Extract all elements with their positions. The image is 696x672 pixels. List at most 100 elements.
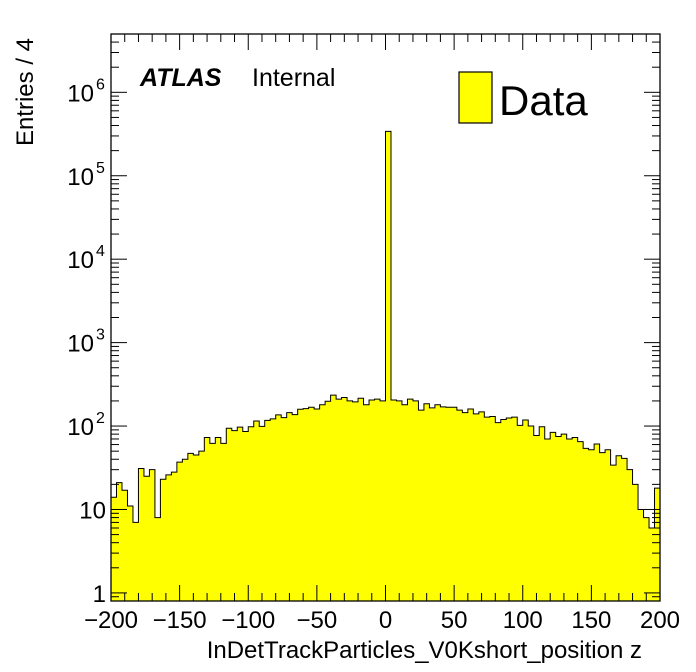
histogram-bar xyxy=(572,437,579,601)
y-tick-label: 1 xyxy=(93,581,106,608)
histogram-bar xyxy=(605,449,611,601)
y-tick-label: 10 3 xyxy=(67,327,105,358)
histogram-bar xyxy=(193,454,200,601)
svg-text:2: 2 xyxy=(96,410,105,427)
x-tick-label: 200 xyxy=(640,607,680,634)
histogram-bar xyxy=(588,449,595,601)
svg-text:10: 10 xyxy=(67,414,94,441)
histogram-bar xyxy=(594,443,601,601)
histogram-bar xyxy=(198,451,205,601)
x-tick-label: 50 xyxy=(441,607,468,634)
histogram-bar xyxy=(204,437,211,601)
histogram-bar xyxy=(165,474,172,601)
histogram-bar xyxy=(577,441,584,601)
histogram-bar xyxy=(522,420,529,601)
histogram-bar xyxy=(561,434,568,601)
svg-text:4: 4 xyxy=(96,243,105,260)
histogram-bar xyxy=(473,413,480,601)
histogram-bar xyxy=(138,468,145,601)
svg-text:1: 1 xyxy=(93,581,106,608)
histogram-bar xyxy=(220,443,227,601)
histogram-bar xyxy=(649,527,655,601)
histogram-bar xyxy=(566,438,573,601)
legend-swatch xyxy=(458,71,493,124)
histogram-bar xyxy=(517,425,524,601)
x-tick-label: 150 xyxy=(571,607,611,634)
histogram-bar xyxy=(599,452,606,601)
histogram-bar xyxy=(401,404,408,601)
histogram-bar xyxy=(462,412,469,601)
histogram-bar xyxy=(176,462,183,601)
x-tick-label: 0 xyxy=(379,607,392,634)
svg-text:10: 10 xyxy=(79,497,106,524)
histogram-bar xyxy=(467,409,474,601)
histogram-bar xyxy=(248,426,255,601)
histogram-bar xyxy=(654,488,661,601)
histogram-bar xyxy=(111,497,117,601)
histogram-bar xyxy=(550,432,557,601)
y-tick-label: 10 5 xyxy=(67,160,105,191)
histogram-bar xyxy=(429,407,436,601)
histogram-bar xyxy=(583,448,590,601)
histogram-bar xyxy=(451,407,458,601)
histogram-bar xyxy=(281,417,288,601)
histogram-outline xyxy=(110,130,661,601)
histogram-bar xyxy=(390,400,397,601)
histogram-bar xyxy=(621,458,628,601)
histogram-bar xyxy=(336,399,342,601)
histogram-bar xyxy=(325,401,331,601)
histogram-bar xyxy=(275,414,282,601)
histogram-bar xyxy=(511,417,518,601)
histogram-bar xyxy=(182,459,189,601)
histogram-bar xyxy=(160,479,167,601)
histogram-bar xyxy=(539,426,546,601)
x-tick-label: −150 xyxy=(153,607,207,634)
histogram-bar xyxy=(154,517,161,601)
y-tick-label: 10 xyxy=(79,497,106,524)
internal-label: Internal xyxy=(252,64,335,92)
svg-text:3: 3 xyxy=(96,327,105,344)
histogram-bar xyxy=(478,411,485,601)
histogram-bar xyxy=(259,426,266,601)
histogram-bar xyxy=(253,420,260,601)
histogram-bars xyxy=(110,130,661,601)
histogram-bar xyxy=(506,417,513,601)
histogram-bar xyxy=(292,414,299,601)
atlas-label: ATLAS xyxy=(139,64,222,92)
histogram-bar xyxy=(363,404,370,601)
histogram-bar xyxy=(132,522,139,601)
y-axis-label: Entries / 4 xyxy=(12,38,39,146)
histogram-bar xyxy=(385,131,392,601)
histogram-bar xyxy=(347,400,353,601)
x-tick-label: 100 xyxy=(503,607,543,634)
y-tick-label: 10 2 xyxy=(67,410,105,441)
svg-text:10: 10 xyxy=(67,247,94,274)
histogram-bar xyxy=(171,472,178,601)
histogram-bar xyxy=(528,426,535,601)
svg-text:10: 10 xyxy=(67,164,94,191)
x-tick-label: −50 xyxy=(297,607,338,634)
histogram-bar xyxy=(484,417,491,601)
y-tick-label: 10 6 xyxy=(67,76,105,107)
histogram-bar xyxy=(237,427,244,601)
histogram-bar xyxy=(495,422,502,601)
legend-label-data: Data xyxy=(499,77,588,124)
histogram-bar xyxy=(456,410,463,601)
histogram-bar xyxy=(297,409,304,601)
histogram-bar xyxy=(330,395,337,601)
histogram-bar xyxy=(314,409,321,601)
histogram-bar xyxy=(418,410,425,601)
histogram-bar xyxy=(533,435,540,601)
x-tick-labels: −200 −150 −100 −50 0 50 100 150 200 xyxy=(84,607,680,634)
x-tick-label: −200 xyxy=(84,607,138,634)
histogram-bar xyxy=(380,400,386,601)
histogram-bar xyxy=(374,399,381,601)
svg-text:6: 6 xyxy=(96,76,105,93)
histogram-bar xyxy=(616,455,622,601)
histogram-bar xyxy=(308,407,315,601)
x-tick-label: −100 xyxy=(221,607,275,634)
histogram-bar xyxy=(341,397,348,601)
histogram-bar xyxy=(423,403,430,601)
legend: Data xyxy=(458,71,588,124)
